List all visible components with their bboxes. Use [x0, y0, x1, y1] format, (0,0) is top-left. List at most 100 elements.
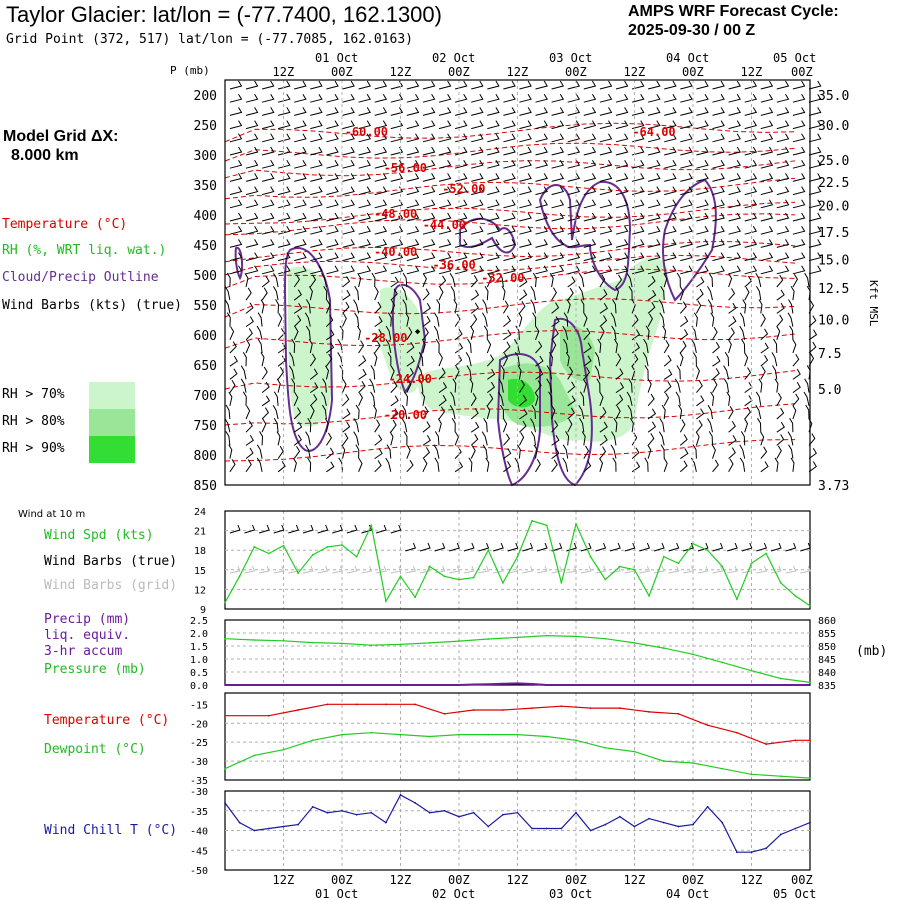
- wind-barb: [422, 159, 436, 169]
- wind-barb: [261, 395, 271, 407]
- wind-barb: [519, 133, 532, 143]
- wind-chill-line-point: [750, 851, 753, 854]
- wind-barb: [792, 133, 806, 143]
- wind-barb: [549, 272, 554, 288]
- wind-barb: [358, 80, 371, 90]
- wind-barb: [245, 133, 259, 143]
- wind-barb: [690, 457, 697, 472]
- wind-barb: [551, 80, 565, 90]
- wind-barb-true: [419, 542, 431, 552]
- wind-barb: [712, 355, 721, 367]
- wind-barb: [599, 289, 608, 301]
- wind-barb: [342, 212, 355, 222]
- wind-barb: [503, 133, 516, 143]
- wind-barb: [326, 80, 339, 90]
- wind-barb: [774, 378, 779, 393]
- wind-barb: [519, 239, 532, 248]
- wind-barb: [291, 338, 296, 354]
- wind-barb: [326, 173, 339, 182]
- wind-barb: [229, 252, 243, 262]
- wind-speed-line-point: [721, 565, 724, 568]
- wind-barb: [310, 159, 323, 169]
- wind-barb: [454, 80, 468, 90]
- wind-barb: [406, 239, 420, 248]
- wind-barb: [758, 378, 763, 393]
- wind-barb: [514, 457, 520, 472]
- wind-barb: [390, 107, 404, 116]
- wind-barb: [486, 273, 492, 288]
- temp-tick-label: -25: [190, 738, 208, 749]
- wind-barb-grid: [449, 565, 460, 574]
- top-hour-label: 00Z: [331, 65, 353, 79]
- wind-barb: [680, 107, 693, 116]
- wind-barb: [454, 199, 468, 209]
- label-precip: Precip (mm): [44, 612, 131, 627]
- wind-chill-line-point: [531, 827, 534, 830]
- wind-barb-true: [785, 542, 797, 552]
- wind-barb: [515, 325, 520, 340]
- wind-barb: [594, 365, 601, 380]
- wind-barb: [326, 212, 339, 222]
- wind-barb: [245, 107, 259, 116]
- wind-barb-true: [288, 524, 300, 534]
- wind-barb-true: [273, 524, 285, 534]
- wind-barb: [680, 316, 689, 328]
- wind-barb: [471, 199, 484, 209]
- wind-barb: [664, 80, 677, 90]
- wind-barb: [760, 366, 766, 380]
- wind-barb: [808, 199, 822, 209]
- wind-barb: [438, 159, 452, 169]
- wind-barb: [310, 120, 323, 130]
- isotherm-5: [224, 213, 796, 236]
- wind-barb: [294, 80, 307, 90]
- wind-barb: [776, 199, 790, 209]
- wind-barb: [744, 173, 758, 182]
- wind-barb: [438, 146, 452, 156]
- wind-barb: [453, 299, 458, 314]
- wind-barb: [358, 239, 371, 248]
- wind-barb: [358, 225, 371, 235]
- wind-chill-line-point: [267, 827, 270, 830]
- wind-barb: [449, 272, 456, 288]
- wind-barb: [530, 286, 536, 301]
- pressure-line-point: [428, 641, 431, 644]
- wind-barb: [245, 405, 251, 420]
- wind-barb: [225, 404, 231, 420]
- wind-barb: [294, 107, 307, 116]
- wind-barb: [326, 265, 339, 275]
- wind-barb: [224, 299, 231, 314]
- wind-barb: [470, 433, 479, 446]
- wind-barb: [631, 212, 645, 222]
- temperature-label: -32.00: [481, 271, 524, 285]
- label-wind-barbs-grid: Wind Barbs (grid): [44, 578, 178, 593]
- wind-barb: [680, 146, 693, 156]
- wind-barb: [792, 339, 797, 354]
- pressure-line-point: [750, 669, 753, 672]
- isotherm-7: [224, 254, 796, 276]
- wind-barb: [358, 186, 371, 196]
- chart-title: Taylor Glacier: lat/lon = (-77.7400, 162…: [6, 2, 442, 27]
- wind-barb: [663, 273, 668, 288]
- wind-barb: [294, 93, 307, 103]
- wind-speed-line-point: [765, 552, 768, 555]
- wind-barb: [551, 159, 565, 169]
- wind-barb: [486, 354, 495, 367]
- wind-barb: [389, 431, 394, 446]
- wind-barb: [792, 173, 806, 182]
- wind-barb: [680, 159, 693, 169]
- temperature-label: -20.00: [384, 408, 427, 422]
- wind-barb: [257, 312, 263, 327]
- wind-chill-line-point: [253, 829, 256, 832]
- wind-barb: [342, 186, 355, 196]
- wind-barb: [808, 341, 817, 354]
- wind-barb: [471, 93, 484, 103]
- wind-barb: [647, 433, 655, 446]
- wind-barb: [518, 312, 523, 327]
- wind-barb: [535, 355, 544, 367]
- wind-barb: [551, 459, 558, 473]
- precip-line-point: [516, 682, 519, 685]
- wind-barb: [615, 286, 620, 301]
- wind-barb: [776, 225, 790, 235]
- wind-speed-line-point: [677, 562, 680, 565]
- wind-barb: [308, 338, 313, 354]
